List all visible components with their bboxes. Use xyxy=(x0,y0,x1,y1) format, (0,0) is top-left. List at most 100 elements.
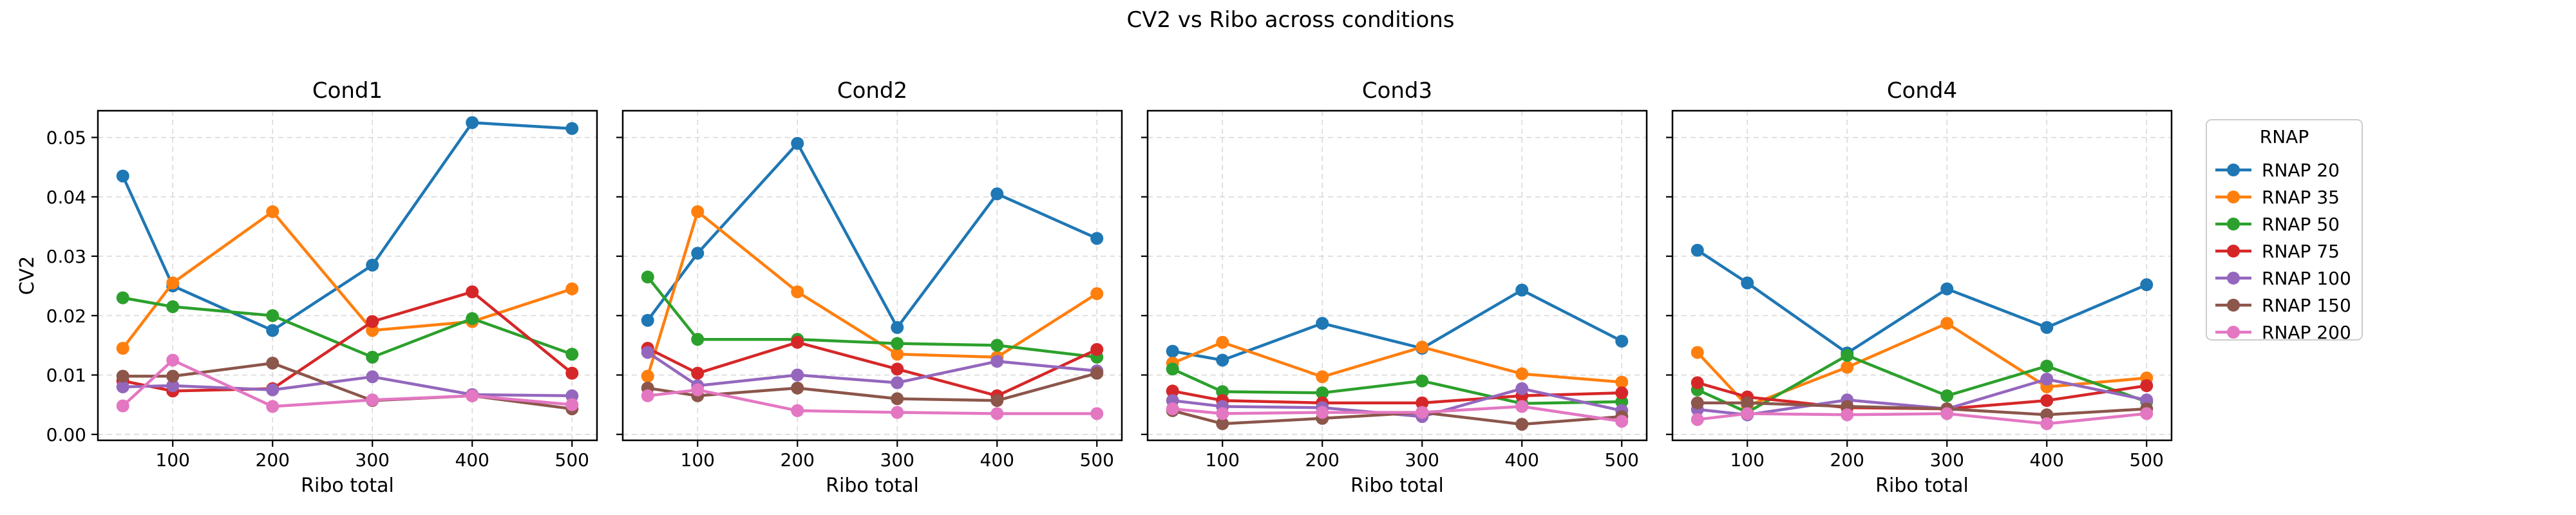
axes-frame xyxy=(97,109,598,442)
data-point xyxy=(891,348,904,361)
series-line xyxy=(1172,288,1623,362)
x-tick-label: 200 xyxy=(1305,449,1340,471)
series-rnap-200 xyxy=(1166,400,1629,428)
data-point xyxy=(1615,395,1629,409)
x-axis-label: Ribo total xyxy=(1350,474,1444,497)
data-point xyxy=(166,379,180,393)
data-point xyxy=(1690,346,1704,359)
data-point xyxy=(641,389,654,402)
series-rnap-50 xyxy=(641,270,1104,364)
legend-entry: RNAP 75 xyxy=(2215,241,2340,262)
data-point xyxy=(641,314,654,327)
series-line xyxy=(1697,412,2147,426)
series-line xyxy=(122,210,573,350)
y-tick-label: 0.04 xyxy=(46,187,86,208)
x-tick-label: 500 xyxy=(555,449,589,471)
data-point xyxy=(1690,396,1704,409)
series-rnap-200 xyxy=(641,383,1104,420)
series-line xyxy=(647,276,1097,359)
data-point xyxy=(1841,349,1854,362)
y-tick-label: 0.00 xyxy=(46,424,86,445)
x-axis-label: Ribo total xyxy=(1875,474,1969,497)
data-point xyxy=(2140,407,2154,420)
data-point xyxy=(641,270,654,284)
data-point xyxy=(116,291,129,304)
data-point xyxy=(1316,386,1329,400)
series-rnap-20 xyxy=(641,136,1104,334)
series-line xyxy=(1696,322,2147,407)
data-point xyxy=(1940,317,1954,330)
data-point xyxy=(565,389,579,402)
data-point xyxy=(791,136,804,150)
data-point xyxy=(1940,389,1954,402)
figure-suptitle: CV2 vs Ribo across conditions xyxy=(1126,7,1454,33)
panel-title: Cond3 xyxy=(1362,78,1432,104)
legend-swatch-marker xyxy=(2227,245,2240,258)
x-tick-label: 500 xyxy=(2130,449,2164,471)
data-point xyxy=(2040,372,2054,386)
data-point xyxy=(641,346,654,359)
series-rnap-35 xyxy=(641,205,1104,383)
data-point xyxy=(990,187,1004,201)
data-point xyxy=(1841,408,1854,422)
series-rnap-200 xyxy=(116,353,579,413)
data-point xyxy=(1615,334,1629,348)
axes-frame xyxy=(621,109,1123,442)
data-point xyxy=(1090,342,1104,356)
legend-entry: RNAP 200 xyxy=(2215,322,2351,343)
legend-swatch-marker xyxy=(2227,218,2240,230)
data-point xyxy=(166,370,180,383)
panel-title: Cond4 xyxy=(1887,78,1957,104)
data-point xyxy=(1166,402,1179,416)
data-point xyxy=(1316,317,1329,330)
data-point xyxy=(1216,417,1229,431)
legend-swatch-marker xyxy=(2227,164,2240,176)
data-point xyxy=(266,309,279,323)
series-line xyxy=(122,359,573,408)
data-point xyxy=(1515,400,1529,413)
data-point xyxy=(2140,379,2154,393)
data-point xyxy=(1615,375,1629,389)
x-tick-label: 400 xyxy=(1505,449,1539,471)
data-point xyxy=(266,324,279,337)
data-point xyxy=(565,366,579,380)
x-tick-label: 300 xyxy=(355,449,390,471)
x-tick-label: 100 xyxy=(1730,449,1765,471)
y-axis-label: CV2 xyxy=(16,256,39,295)
data-point xyxy=(691,366,705,380)
data-point xyxy=(1515,418,1529,431)
series-rnap-200 xyxy=(1690,407,2154,431)
data-point xyxy=(791,285,804,299)
series-rnap-20 xyxy=(116,116,579,337)
series-line xyxy=(647,341,1098,398)
data-point xyxy=(565,122,579,135)
data-point xyxy=(266,357,279,370)
data-point xyxy=(366,350,379,364)
data-point xyxy=(116,380,129,393)
data-point xyxy=(1690,376,1704,389)
series-rnap-50 xyxy=(116,291,579,364)
legend-label: RNAP 20 xyxy=(2262,160,2340,181)
data-point xyxy=(565,348,579,361)
legend-entry: RNAP 20 xyxy=(2215,160,2340,181)
data-point xyxy=(116,370,129,383)
data-point xyxy=(891,392,904,406)
data-point xyxy=(466,312,479,325)
data-point xyxy=(366,370,379,384)
legend-entry: RNAP 100 xyxy=(2215,268,2351,289)
data-point xyxy=(691,205,705,218)
data-point xyxy=(1416,341,1429,354)
data-point xyxy=(466,285,479,299)
x-tick-label: 500 xyxy=(1605,449,1639,471)
legend-swatch-marker xyxy=(2227,299,2240,312)
x-axis-label: Ribo total xyxy=(826,474,919,497)
axes-frame xyxy=(1671,109,2173,442)
data-point xyxy=(266,400,279,413)
data-point xyxy=(1216,335,1229,349)
panel-cond1: 100 200 300 400 500 0.00 0.01 0.02 0.03 0.04 0.05 C… xyxy=(16,78,598,497)
data-point xyxy=(366,258,379,272)
data-point xyxy=(1416,396,1429,409)
data-point xyxy=(791,381,804,395)
x-tick-label: 300 xyxy=(1930,449,1964,471)
series-line xyxy=(122,296,573,359)
